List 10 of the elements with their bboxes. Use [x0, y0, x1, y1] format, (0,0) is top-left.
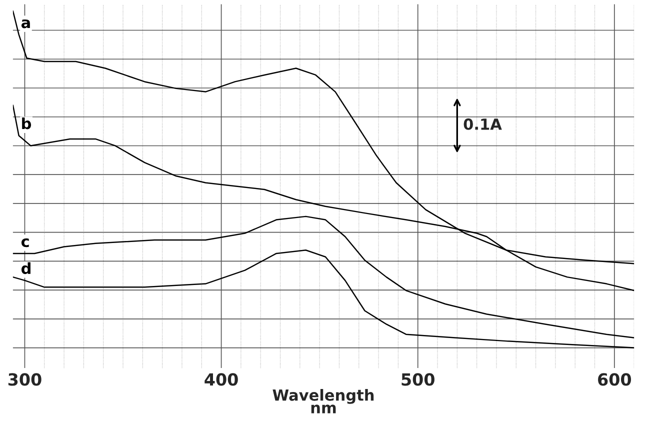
annotation: 0.1A [464, 118, 502, 130]
x-axis-title: Wavelength nm [272, 389, 374, 414]
series-label: d [21, 262, 30, 274]
series-label: a [21, 19, 30, 28]
x-tick-label: 500 [402, 373, 434, 386]
x-tick-label: 600 [598, 373, 632, 386]
series-label: c [21, 238, 29, 248]
series-label: b [22, 117, 32, 130]
x-tick-label: 300 [8, 373, 42, 386]
x-tick-label: 400 [204, 373, 238, 386]
